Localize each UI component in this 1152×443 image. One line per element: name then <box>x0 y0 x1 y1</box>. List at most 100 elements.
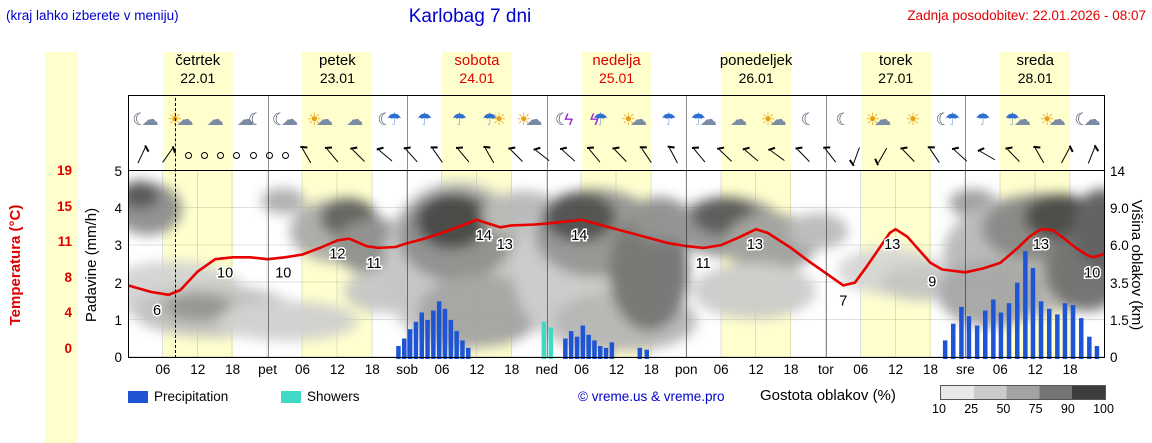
site-link[interactable]: © vreme.us & vreme.pro <box>578 389 725 404</box>
day-boundary <box>965 95 967 358</box>
rain-icon: ☂ <box>975 109 991 129</box>
svg-text:12: 12 <box>329 247 345 263</box>
moon-icon: ☾ <box>835 109 851 129</box>
day-boundary <box>546 95 548 358</box>
cloud-height-tick: 9.0 <box>1110 201 1129 217</box>
day-header: četrtek 22.01 <box>128 52 268 94</box>
wind-barb-icon <box>432 147 443 163</box>
day-date: 22.01 <box>180 70 216 86</box>
weather-icon: ☾ <box>826 111 861 128</box>
day-name: ponedeljek <box>719 52 793 69</box>
weather-icon: ☾☂ <box>372 111 407 128</box>
cloud-icon: ☁ <box>346 109 364 129</box>
chart-column: četrtek 22.01 petek 23.01 sobota 24.01 nedelja… <box>103 52 1129 443</box>
weather-icon: ☂ <box>651 111 686 128</box>
wind-barb-icon <box>877 147 888 163</box>
wind-barb-icon <box>161 147 173 163</box>
density-tick: 100 <box>1093 402 1114 416</box>
time-tick: 18 <box>504 362 520 377</box>
svg-text:11: 11 <box>696 256 711 272</box>
cloud-icon: ☁ <box>1013 109 1031 129</box>
wind-barb-icon <box>326 148 339 162</box>
day-name: sobota <box>454 52 500 69</box>
moon-icon: ☾ <box>935 109 951 129</box>
cloud-icon: ☁ <box>1048 109 1066 129</box>
time-tick: 06 <box>713 362 729 377</box>
cloud-icon: ☁ <box>206 109 224 129</box>
svg-text:10: 10 <box>217 265 233 281</box>
time-tick: 12 <box>469 362 485 377</box>
weather-icon: ☾ <box>791 111 826 128</box>
svg-text:13: 13 <box>497 237 513 253</box>
sun-icon: ☀ <box>491 109 507 129</box>
time-axis: 06 12 18 pet 06 12 18 sob 06 12 18 ned 06 12 18 pon 06 12… <box>128 362 1105 380</box>
wind-barb-icon <box>1088 146 1096 164</box>
precipitation-bars <box>396 251 1100 359</box>
weather-icon: ☀ <box>896 111 931 128</box>
cloud-icon: ☁ <box>281 109 299 129</box>
temperature-tick: 8 <box>64 269 72 285</box>
day-header: sreda 28.01 <box>965 52 1105 94</box>
weather-icon: ☀☁ <box>1035 111 1070 128</box>
weather-icon: ☂ <box>442 111 477 128</box>
precipitation-tick: 5 <box>114 164 122 179</box>
temperature-tick: 19 <box>56 163 72 178</box>
day-date: 24.01 <box>459 70 495 86</box>
weather-icon: ☂☁ <box>1000 111 1035 128</box>
time-tick: pet <box>258 362 277 377</box>
svg-text:6: 6 <box>153 303 161 319</box>
svg-text:14: 14 <box>476 228 492 244</box>
time-tick: 12 <box>748 362 764 377</box>
rain-icon: ☂ <box>482 109 498 129</box>
day-headers: četrtek 22.01 petek 23.01 sobota 24.01 nedelja… <box>128 52 1105 94</box>
weather-icon: ☾☁ <box>268 111 303 128</box>
sun-icon: ☀ <box>167 109 183 129</box>
weather-icons-row: ☾☁ ☀☁ ☁ ☁☾ ☾☁ ☀☁ ☁ ☾☂ ☂ ☂ ☂☀ ☀☁ ☾ϟ ϟ☂ ☀☁ ☂ ☂☁ ☁ ☀☁ ☾ ☾ ☀☁ ☀ ☾☂ ☂… <box>128 98 1105 140</box>
moon-icon: ☾ <box>247 109 264 129</box>
cloud-density-label: Gostota oblakov (%) <box>760 387 896 404</box>
meteogram-plot: 6 10 10 12 11 14 13 14 11 13 7 13 9 13 10 <box>103 170 1129 359</box>
weather-icon: ☂☀ <box>477 111 512 128</box>
day-date: 27.01 <box>878 70 914 86</box>
rain-icon: ☂ <box>592 109 609 129</box>
day-date: 23.01 <box>319 70 355 86</box>
weather-icon: ☂☁ <box>686 111 721 128</box>
sun-icon: ☀ <box>620 109 637 129</box>
day-date: 28.01 <box>1017 70 1053 86</box>
day-date: 26.01 <box>738 70 774 86</box>
temperature-tick: 11 <box>57 234 72 250</box>
weather-icon: ☀☁ <box>756 111 791 128</box>
moon-icon: ☾ <box>132 109 148 129</box>
daytime-band <box>860 52 931 358</box>
cloud-icon: ☁ <box>769 109 787 129</box>
time-tick: 18 <box>225 362 241 377</box>
day-date: 25.01 <box>599 70 635 86</box>
precipitation-tick: 3 <box>114 238 122 254</box>
cloud-height-axis-label: Višina oblakov (km) <box>1128 199 1145 331</box>
moon-icon: ☾ <box>271 109 288 129</box>
sun-icon: ☀ <box>760 109 776 129</box>
svg-text:10: 10 <box>275 265 291 281</box>
wind-barb-icon <box>614 148 627 162</box>
wind-barb-icon <box>1034 147 1045 163</box>
cloud-icon: ☁ <box>525 109 543 129</box>
calm-wind-icon <box>201 151 209 159</box>
wind-barb-icon <box>770 149 785 161</box>
time-tick: 06 <box>853 362 869 377</box>
time-tick: tor <box>817 362 834 377</box>
wind-barb-icon <box>1007 148 1020 162</box>
day-header: ponedeljek 26.01 <box>686 52 826 94</box>
day-name: nedelja <box>592 52 641 69</box>
svg-text:13: 13 <box>747 237 763 253</box>
temperature-tick: 4 <box>64 305 72 321</box>
weather-icon: ☂ <box>407 111 442 128</box>
calm-wind-icon <box>281 151 289 159</box>
time-tick: 18 <box>923 362 939 377</box>
wind-barbs-row <box>128 142 1105 168</box>
wind-barb-icon <box>509 148 523 162</box>
moon-icon: ☾ <box>800 109 816 129</box>
day-boundary <box>267 95 269 358</box>
time-tick: sob <box>396 362 419 377</box>
time-tick: 06 <box>574 362 590 377</box>
svg-text:10: 10 <box>1084 265 1100 281</box>
